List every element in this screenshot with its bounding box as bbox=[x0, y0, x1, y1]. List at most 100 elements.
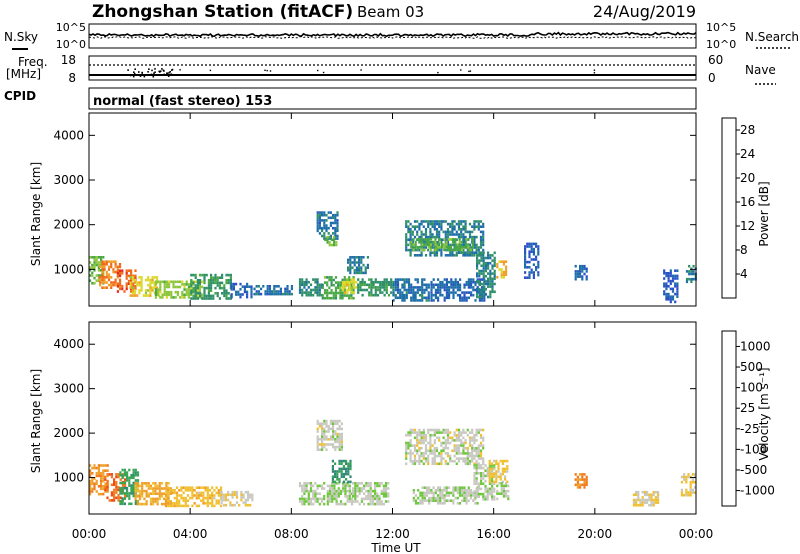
heatmap-cell bbox=[694, 486, 697, 489]
heatmap-cell bbox=[484, 293, 487, 296]
heatmap-cell bbox=[436, 243, 439, 246]
heatmap-cell bbox=[331, 465, 334, 468]
heatmap-cell bbox=[149, 286, 152, 290]
heatmap-cell bbox=[407, 444, 410, 447]
heatmap-cell bbox=[457, 225, 461, 228]
heatmap-cell bbox=[213, 489, 216, 492]
heatmap-cell bbox=[427, 235, 430, 239]
heatmap-cell bbox=[349, 256, 352, 259]
heatmap-cell bbox=[169, 489, 172, 492]
heatmap-cell bbox=[305, 489, 308, 493]
heatmap-cell bbox=[407, 280, 411, 284]
heatmap-cell bbox=[100, 487, 103, 491]
heatmap-cell bbox=[251, 496, 254, 499]
heatmap-cell bbox=[450, 286, 453, 289]
heatmap-cell bbox=[524, 253, 527, 256]
heatmap-cell bbox=[462, 444, 465, 447]
heatmap-cell bbox=[637, 498, 640, 502]
heatmap-cell bbox=[641, 501, 644, 504]
heatmap-cell bbox=[125, 285, 128, 288]
nave-dot bbox=[166, 72, 168, 75]
heatmap-cell bbox=[669, 282, 672, 285]
heatmap-cell bbox=[488, 487, 491, 491]
heatmap-cell bbox=[585, 277, 588, 281]
heatmap-cell bbox=[340, 467, 343, 471]
heatmap-cell bbox=[418, 293, 422, 297]
heatmap-cell bbox=[301, 500, 304, 503]
heatmap-cell bbox=[581, 277, 584, 281]
heatmap-cell bbox=[102, 472, 105, 475]
noise-search-label: N.Search bbox=[745, 30, 799, 44]
heatmap-cell bbox=[475, 243, 478, 247]
heatmap-cell bbox=[307, 495, 310, 498]
heatmap-cell bbox=[348, 489, 351, 493]
heatmap-cell bbox=[129, 294, 132, 297]
heatmap-cell bbox=[321, 445, 324, 449]
heatmap-cell bbox=[420, 230, 423, 234]
heatmap-cell bbox=[210, 297, 213, 300]
heatmap-cell bbox=[532, 276, 535, 279]
nave-dot bbox=[138, 71, 140, 73]
heatmap-cell bbox=[674, 282, 677, 285]
heatmap-cell bbox=[339, 291, 342, 295]
heatmap-cell bbox=[442, 230, 445, 234]
heatmap-cell bbox=[332, 427, 335, 431]
heatmap-cell bbox=[321, 440, 324, 444]
heatmap-cell bbox=[316, 435, 319, 438]
heatmap-cell bbox=[445, 280, 448, 284]
heatmap-cell bbox=[420, 235, 423, 239]
heatmap-cell bbox=[440, 444, 443, 447]
heatmap-cell bbox=[665, 282, 668, 285]
heatmap-cell bbox=[174, 280, 177, 284]
velocity-colorbar-label: Velocity [m s⁻¹] bbox=[757, 367, 771, 460]
heatmap-cell bbox=[475, 472, 478, 475]
heatmap-cell bbox=[421, 486, 424, 489]
heatmap-cell bbox=[500, 276, 503, 279]
nave-dot bbox=[460, 69, 462, 71]
velocity-y-axis-label: Slant Range [km] bbox=[29, 369, 43, 473]
heatmap-cell bbox=[457, 459, 461, 463]
heatmap-cell bbox=[524, 250, 527, 253]
heatmap-cell bbox=[136, 471, 140, 474]
heatmap-cell bbox=[307, 280, 310, 284]
heatmap-cell bbox=[222, 493, 225, 497]
heatmap-cell bbox=[484, 464, 487, 467]
heatmap-cell bbox=[303, 291, 306, 294]
heatmap-cell bbox=[380, 482, 383, 485]
heatmap-cell bbox=[350, 278, 353, 281]
heatmap-cell bbox=[325, 219, 328, 222]
heatmap-cell bbox=[667, 298, 670, 301]
heatmap-cell bbox=[159, 283, 162, 286]
heatmap-cell bbox=[479, 428, 483, 432]
heatmap-cell bbox=[497, 462, 500, 465]
heatmap-cell bbox=[464, 241, 467, 244]
heatmap-cell bbox=[491, 498, 494, 501]
heatmap-cell bbox=[184, 499, 187, 502]
heatmap-cell bbox=[460, 228, 463, 231]
heatmap-cell bbox=[354, 497, 357, 501]
heatmap-cell bbox=[134, 497, 137, 501]
heatmap-cell bbox=[409, 233, 412, 236]
heatmap-cell bbox=[452, 494, 455, 497]
heatmap-cell bbox=[110, 491, 113, 494]
heatmap-cell bbox=[353, 269, 356, 272]
heatmap-cell bbox=[691, 488, 694, 492]
heatmap-cell bbox=[385, 278, 388, 281]
heatmap-cell bbox=[434, 491, 437, 495]
heatmap-cell bbox=[440, 251, 443, 254]
heatmap-cell bbox=[130, 484, 133, 487]
colorbar-tick-label: 100 bbox=[740, 381, 763, 395]
heatmap-cell bbox=[128, 492, 131, 495]
heatmap-cell bbox=[467, 296, 470, 300]
heatmap-cell bbox=[332, 438, 335, 441]
heatmap-cell bbox=[650, 501, 653, 504]
heatmap-cell bbox=[203, 289, 206, 292]
heatmap-cell bbox=[424, 433, 428, 437]
heatmap-cell bbox=[421, 278, 424, 281]
nave-dot bbox=[154, 71, 156, 73]
heatmap-cell bbox=[383, 280, 386, 284]
heatmap-cell bbox=[442, 428, 445, 432]
heatmap-cell bbox=[316, 288, 319, 292]
heatmap-cell bbox=[105, 281, 108, 284]
heatmap-cell bbox=[475, 452, 478, 455]
